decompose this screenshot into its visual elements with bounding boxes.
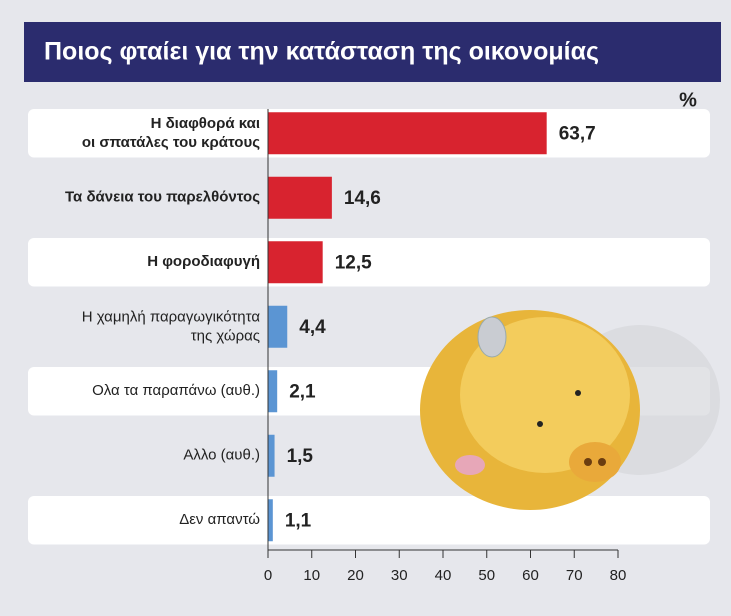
chart: Ποιος φταίει για την κατάσταση της οικον… [0,0,731,616]
unit-label: % [679,89,697,111]
x-tick-label: 70 [566,567,583,584]
x-tick-label: 10 [303,567,320,584]
category-label: Ολα τα παραπάνω (αυθ.) [92,382,260,399]
x-tick-label: 80 [610,567,627,584]
x-tick-label: 20 [347,567,364,584]
value-label: 4,4 [299,317,326,338]
value-label: 1,1 [285,510,312,531]
category-label: Δεν απαντώ [179,511,260,528]
value-label: 1,5 [287,446,314,467]
value-label: 14,6 [344,188,381,209]
value-label: 12,5 [335,252,372,273]
bar [268,306,287,348]
x-tick-label: 60 [522,567,539,584]
bar [268,370,277,412]
bar [268,435,275,477]
row-stripe [28,496,710,545]
category-label: Αλλο (αυθ.) [183,447,260,464]
bar [268,499,273,541]
bar [268,241,323,283]
x-tick-label: 30 [391,567,408,584]
value-label: 2,1 [289,381,316,402]
bar [268,177,332,219]
x-tick-label: 40 [435,567,452,584]
x-tick-label: 50 [478,567,495,584]
category-label: Η φοροδιαφυγή [147,253,260,270]
x-tick-label: 0 [264,567,272,584]
chart-title: Ποιος φταίει για την κατάσταση της οικον… [44,38,599,66]
category-label: Τα δάνεια του παρελθόντος [65,189,260,206]
value-label: 63,7 [559,123,596,144]
bar [268,112,547,154]
